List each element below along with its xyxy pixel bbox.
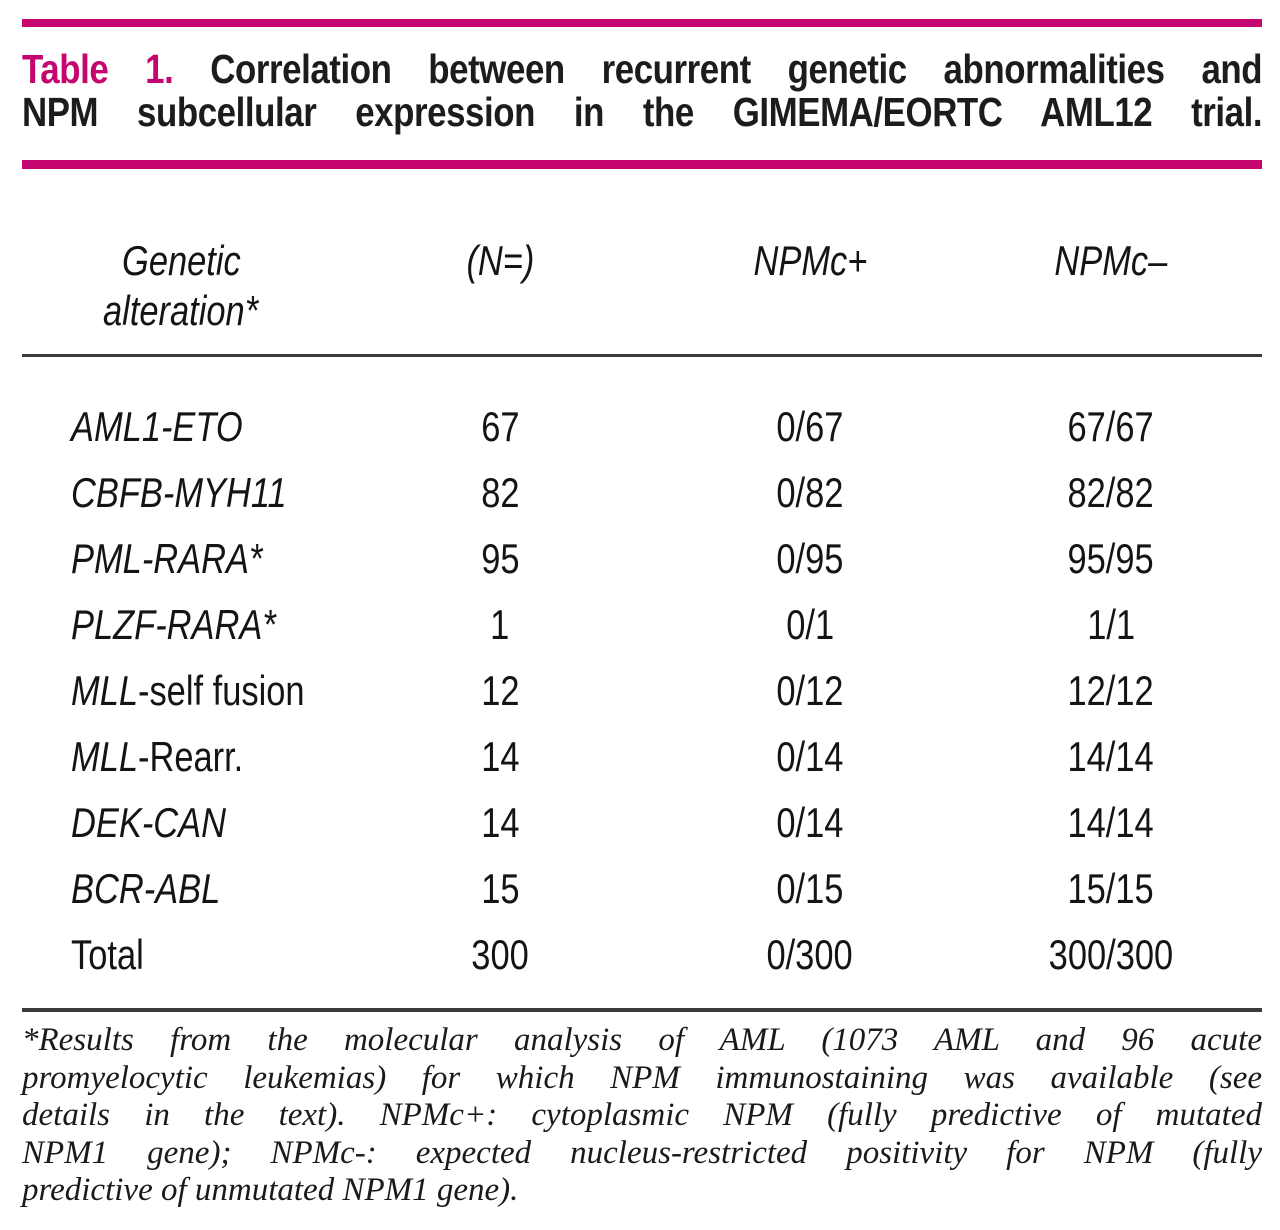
cell-n: 14 — [480, 799, 520, 846]
footnote-line: predictive of unmutated NPM1 gene). — [22, 1172, 519, 1208]
table-row: PLZF-RARA* 1 0/1 1/1 — [22, 592, 1262, 658]
header-divider-rule — [22, 354, 1262, 357]
title-accent-bar — [22, 160, 1262, 169]
cell-npmc-positive: 0/300 — [766, 931, 854, 978]
cell-npmc-positive: 0/1 — [786, 601, 834, 648]
cell-n: 95 — [480, 535, 520, 582]
cell-genetic-alteration: PML-RARA* — [71, 535, 263, 582]
cell-npmc-negative: 14/14 — [1067, 733, 1155, 780]
table-footnote: *Results from the molecular analysis of … — [22, 1022, 1262, 1210]
column-header-n: (N=) — [466, 237, 534, 284]
cell-genetic-alteration: PLZF-RARA* — [71, 601, 276, 648]
table-number-label: Table 1. — [22, 46, 174, 92]
table-caption-line-2: NPM subcellular expression in the GIMEMA… — [22, 89, 1263, 135]
column-header-genetic-line1: Genetic — [121, 237, 241, 284]
cell-n: 1 — [490, 601, 510, 648]
cell-n: 14 — [480, 733, 520, 780]
cell-npmc-negative: 14/14 — [1067, 799, 1155, 846]
cell-npmc-positive: 0/14 — [776, 733, 844, 780]
column-header-npmc-positive: NPMc+ — [753, 237, 867, 284]
table-row: DEK-CAN 14 0/14 14/14 — [22, 790, 1262, 856]
column-header-genetic-line2: alteration* — [103, 287, 259, 334]
cell-npmc-negative: 300/300 — [1048, 931, 1174, 978]
cell-genetic-alteration: CBFB-MYH11 — [71, 469, 287, 516]
table-row: BCR-ABL 15 0/15 15/15 — [22, 856, 1262, 922]
cell-npmc-positive: 0/95 — [776, 535, 844, 582]
cell-npmc-negative: 67/67 — [1067, 403, 1155, 450]
footnote-divider-rule — [22, 1008, 1262, 1012]
table-row: CBFB-MYH11 82 0/82 82/82 — [22, 460, 1262, 526]
cell-genetic-alteration: MLL-self fusion — [71, 667, 305, 714]
table-caption-text-2: NPM subcellular expression in the GIMEMA… — [22, 89, 1263, 135]
cell-npmc-positive: 0/12 — [776, 667, 844, 714]
cell-npmc-positive: 0/67 — [776, 403, 844, 450]
table-header-row: Genetic alteration* (N=) NPMc+ NPMc– — [22, 236, 1262, 336]
table-caption: Table 1. Correlation between recurrent g… — [22, 46, 1263, 135]
cell-genetic-alteration: BCR-ABL — [71, 865, 221, 912]
column-header-npmc-negative: NPMc– — [1054, 237, 1168, 284]
table-caption-line-1: Table 1. Correlation between recurrent g… — [22, 46, 1263, 92]
cell-n: 300 — [471, 931, 529, 978]
cell-n: 15 — [480, 865, 520, 912]
table-row-total: Total 300 0/300 300/300 — [22, 922, 1262, 988]
cell-genetic-alteration: DEK-CAN — [71, 799, 227, 846]
cell-npmc-positive: 0/14 — [776, 799, 844, 846]
column-header-genetic-alteration: Genetic alteration* — [22, 236, 340, 336]
table-row: PML-RARA* 95 0/95 95/95 — [22, 526, 1262, 592]
top-accent-bar — [22, 19, 1262, 27]
cell-npmc-negative: 95/95 — [1067, 535, 1155, 582]
footnote-line: promyelocytic leukemias) for which NPM i… — [22, 1059, 1262, 1096]
footnote-line: *Results from the molecular analysis of … — [22, 1022, 1262, 1058]
table-row: MLL-self fusion 12 0/12 12/12 — [22, 658, 1262, 724]
cell-npmc-positive: 0/82 — [776, 469, 844, 516]
cell-npmc-negative: 15/15 — [1067, 865, 1155, 912]
cell-n: 82 — [480, 469, 520, 516]
cell-npmc-negative: 12/12 — [1067, 667, 1155, 714]
cell-genetic-alteration: AML1-ETO — [71, 403, 243, 450]
footnote-line: NPM1 gene); NPMc-: expected nucleus-rest… — [22, 1134, 1262, 1171]
cell-npmc-negative: 1/1 — [1087, 601, 1135, 648]
table-caption-text-1: Correlation between recurrent genetic ab… — [210, 46, 1263, 92]
cell-n: 12 — [480, 667, 520, 714]
cell-genetic-alteration: MLL-Rearr. — [71, 733, 244, 780]
cell-n: 67 — [480, 403, 520, 450]
cell-genetic-alteration: Total — [71, 931, 144, 978]
cell-npmc-negative: 82/82 — [1067, 469, 1155, 516]
table-row: MLL-Rearr. 14 0/14 14/14 — [22, 724, 1262, 790]
table-body: AML1-ETO 67 0/67 67/67 CBFB-MYH11 82 0/8… — [22, 394, 1262, 988]
table-row: AML1-ETO 67 0/67 67/67 — [22, 394, 1262, 460]
cell-npmc-positive: 0/15 — [776, 865, 844, 912]
footnote-line: details in the text). NPMc+: cytoplasmic… — [22, 1097, 1262, 1133]
